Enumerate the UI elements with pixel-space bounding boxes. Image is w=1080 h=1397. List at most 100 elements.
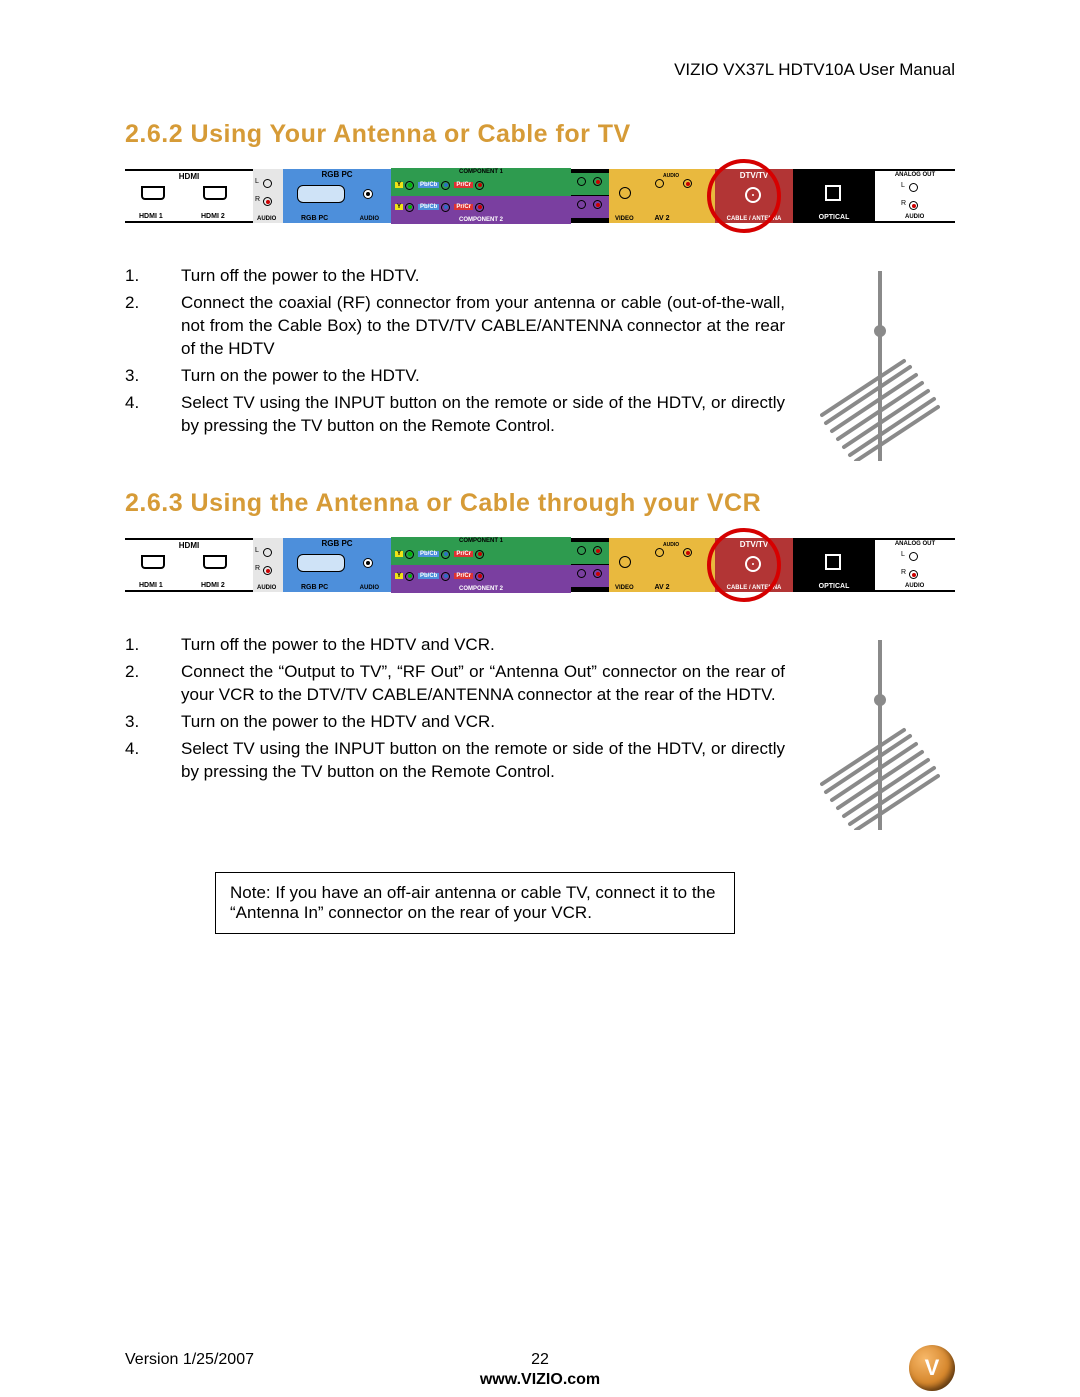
analog-l-label: L (901, 551, 905, 558)
y-label-2: Y (395, 204, 403, 210)
analog-audio-label: AUDIO (905, 214, 924, 220)
pb-label: Pb/Cb (418, 182, 439, 188)
cable-antenna-label: CABLE / ANTENNA (715, 216, 793, 222)
audio-label: AUDIO (257, 585, 276, 591)
optical-label: OPTICAL (793, 583, 875, 590)
av2-label: AV 2 (609, 215, 715, 222)
list-item: 4.Select TV using the INPUT button on th… (125, 392, 785, 438)
panel-component-audio (571, 169, 609, 223)
comp-audio-r (593, 177, 602, 186)
panel-rgbpc: RGB PC RGB PC AUDIO (283, 169, 391, 223)
y-label-2: Y (395, 573, 403, 579)
pb-label-2: Pb/Cb (418, 204, 439, 210)
y-label: Y (395, 182, 403, 188)
av-audio-r (683, 179, 692, 188)
audio-l-jack (263, 179, 272, 188)
comp-audio-l (577, 177, 586, 186)
pr-label: Pr/Cr (454, 551, 473, 557)
list-item: 3.Turn on the power to the HDTV and VCR. (125, 711, 785, 734)
list-item: 1.Turn off the power to the HDTV. (125, 265, 785, 288)
steps-list-1: 1.Turn off the power to the HDTV. 2.Conn… (125, 265, 785, 442)
optical-port (825, 185, 841, 201)
section-title-2: 2.6.3 Using the Antenna or Cable through… (125, 489, 955, 518)
component2-label: COMPONENT 2 (391, 585, 571, 593)
analog-l-jack (909, 183, 918, 192)
optical-port (825, 554, 841, 570)
list-item: 1.Turn off the power to the HDTV and VCR… (125, 634, 785, 657)
hdmi-label: HDMI (125, 541, 253, 550)
audio-r-label: R (255, 565, 260, 572)
panel-optical: OPTICAL (793, 538, 875, 592)
analog-r-label: R (901, 569, 906, 576)
av2-label: AV 2 (609, 584, 715, 591)
panel-dtv: DTV/TV CABLE / ANTENNA (715, 538, 793, 592)
panel-dtv: DTV/TV CABLE / ANTENNA (715, 169, 793, 223)
panel-hdmi: HDMI HDMI 1 HDMI 2 (125, 538, 253, 592)
analog-r-jack (909, 570, 918, 579)
analog-audio-label: AUDIO (905, 583, 924, 589)
hdmi-port-1 (141, 186, 165, 200)
cable-antenna-label: CABLE / ANTENNA (715, 585, 793, 591)
audio-r-jack (263, 197, 272, 206)
vizio-logo: V (909, 1345, 955, 1391)
pr-label: Pr/Cr (454, 182, 473, 188)
analog-out-label: ANALOG OUT (875, 541, 955, 547)
audio-l-label: L (255, 178, 259, 185)
analog-out-label: ANALOG OUT (875, 172, 955, 178)
panel-optical: OPTICAL (793, 169, 875, 223)
hdmi-port-2 (203, 186, 227, 200)
list-item: 4.Select TV using the INPUT button on th… (125, 738, 785, 784)
comp-audio-r2 (593, 569, 602, 578)
comp-audio-l2 (577, 200, 586, 209)
hdmi-port-2 (203, 555, 227, 569)
coax-port (745, 556, 761, 572)
rgbpc-label-top: RGB PC (283, 539, 391, 548)
video-jack (619, 556, 631, 568)
optical-label: OPTICAL (793, 214, 875, 221)
panel-av2: VIDEO AUDIO AV 2 (609, 169, 715, 223)
rgbpc-label-bot: RGB PC (301, 215, 328, 222)
audio-l-jack (263, 548, 272, 557)
panel-hdmi-audio: L R AUDIO (253, 169, 283, 223)
panel-analog-out: ANALOG OUT L R AUDIO (875, 169, 955, 223)
audio-r-jack (263, 566, 272, 575)
comp-audio-l2 (577, 569, 586, 578)
rgbpc-label-bot: RGB PC (301, 584, 328, 591)
component-row-1: Y Pb/Cb Pr/Cr (391, 174, 571, 196)
comp-audio-r2 (593, 200, 602, 209)
steps-list-2: 1.Turn off the power to the HDTV and VCR… (125, 634, 785, 788)
panel-av2: VIDEO AUDIO AV 2 (609, 538, 715, 592)
comp-audio-l (577, 546, 586, 555)
hdmi1-label: HDMI 1 (139, 213, 163, 220)
hdmi-label: HDMI (125, 172, 253, 181)
y-label: Y (395, 551, 403, 557)
component-row-1: Y Pb/Cb Pr/Cr (391, 543, 571, 565)
pr-label-2: Pr/Cr (454, 204, 473, 210)
analog-r-label: R (901, 200, 906, 207)
note-box: Note: If you have an off-air antenna or … (215, 872, 735, 934)
audio-r-label: R (255, 196, 260, 203)
list-item: 2.Connect the coaxial (RF) connector fro… (125, 292, 785, 361)
panel-hdmi: HDMI HDMI 1 HDMI 2 (125, 169, 253, 223)
video-jack (619, 187, 631, 199)
rgbpc-audio-jack (363, 189, 373, 199)
av-audio-label: AUDIO (663, 173, 679, 179)
av-audio-l (655, 548, 664, 557)
hdmi1-label: HDMI 1 (139, 582, 163, 589)
panel-hdmi-audio: L R AUDIO (253, 538, 283, 592)
analog-r-jack (909, 201, 918, 210)
pr-label-2: Pr/Cr (454, 573, 473, 579)
list-item: 2.Connect the “Output to TV”, “RF Out” o… (125, 661, 785, 707)
rgbpc-label-top: RGB PC (283, 170, 391, 179)
hdmi-port-1 (141, 555, 165, 569)
vga-port (297, 185, 345, 203)
panel-component: COMPONENT 1 Y Pb/Cb Pr/Cr Y Pb/Cb Pr/Cr … (391, 538, 571, 592)
av-audio-l (655, 179, 664, 188)
antenna-illustration-1 (805, 265, 955, 461)
component2-label: COMPONENT 2 (391, 216, 571, 224)
connector-panel-1: HDMI HDMI 1 HDMI 2 L R AUDIO RGB PC RGB … (125, 169, 955, 223)
av-audio-label: AUDIO (663, 542, 679, 548)
audio-label: AUDIO (257, 216, 276, 222)
vga-port (297, 554, 345, 572)
analog-l-label: L (901, 182, 905, 189)
